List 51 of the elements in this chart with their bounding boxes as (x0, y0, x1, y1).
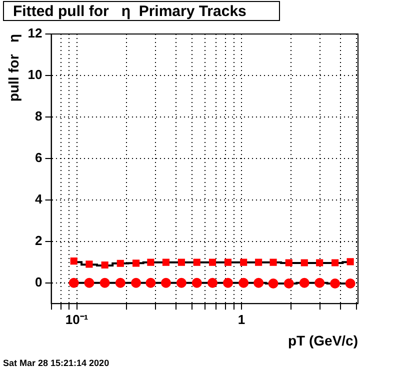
y-tick-label: 4 (35, 191, 44, 206)
x-axis-title: pT (GeV/c) (288, 332, 358, 348)
point (116, 260, 124, 267)
text: Sat Mar 28 15:21:14 2020 (3, 358, 110, 368)
point (146, 278, 156, 288)
point (178, 258, 185, 266)
point (254, 278, 264, 288)
point (346, 258, 354, 266)
x-tick-label: 1 (238, 312, 246, 327)
point (100, 278, 110, 288)
y-tick-label: 0 (35, 274, 42, 290)
point (193, 258, 200, 266)
point (299, 278, 310, 288)
point (222, 278, 233, 288)
point (132, 260, 140, 267)
y-tick-label: 6 (35, 150, 42, 166)
point (316, 259, 324, 266)
point (84, 278, 94, 288)
point (255, 258, 262, 266)
point (86, 260, 93, 268)
y-tick-label: 2 (35, 232, 42, 248)
x-tick-label: 10⁻¹ (65, 312, 88, 327)
point (314, 278, 325, 288)
point (162, 258, 170, 266)
point (115, 278, 126, 288)
point (208, 258, 216, 266)
point (332, 259, 339, 266)
y-axis-title: pull for η (5, 34, 22, 102)
y-tick-label: 8 (35, 108, 42, 124)
point (240, 258, 248, 266)
y-tick-label: 12 (28, 26, 42, 41)
point (238, 278, 249, 288)
point (147, 258, 154, 266)
point (345, 278, 356, 288)
point (192, 278, 202, 288)
point (224, 258, 232, 266)
point (70, 258, 78, 265)
point (208, 278, 218, 288)
chart-title: Fitted pull for η Primary Tracks (3, 1, 280, 21)
point (270, 258, 277, 266)
point (285, 259, 292, 266)
y-tick-label: 10 (28, 67, 42, 82)
point (268, 278, 278, 288)
point (68, 278, 79, 288)
point (160, 278, 171, 288)
point (330, 278, 340, 288)
point (300, 259, 308, 266)
point (131, 278, 142, 288)
point (101, 261, 108, 269)
point (284, 278, 294, 288)
point (176, 278, 186, 288)
